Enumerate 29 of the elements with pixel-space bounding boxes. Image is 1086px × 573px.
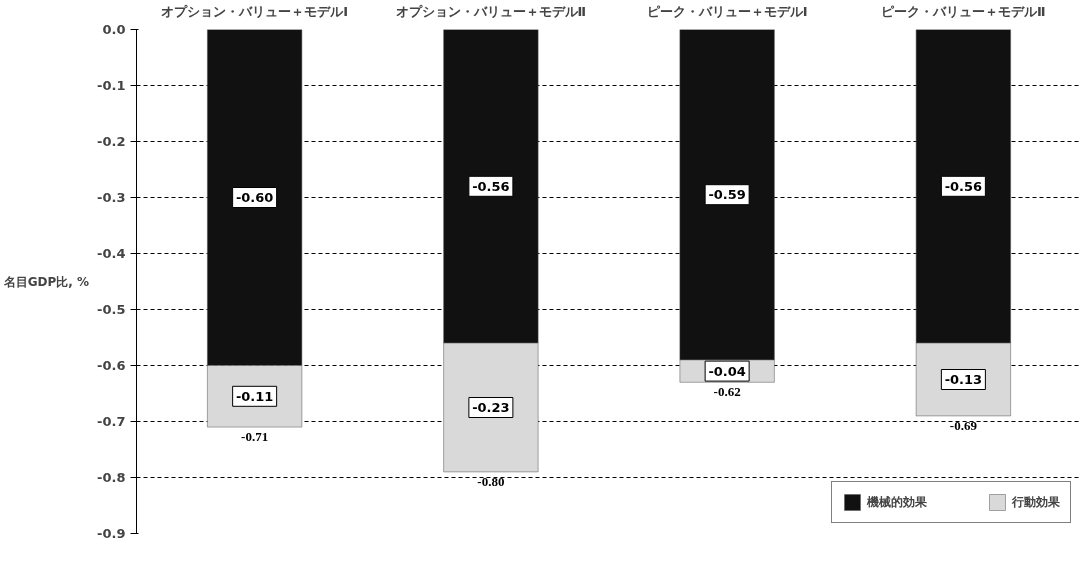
y-tick-label: -0.8 [97,470,126,485]
data-label: -0.13 [944,372,983,387]
total-label: -0.71 [241,429,269,445]
y-tick-label: -0.6 [97,358,126,373]
total-label: -0.69 [949,417,978,433]
y-tick-label: 0.0 [102,22,126,37]
x-tick-label: ピーク・バリュー＋モデルⅠ [646,3,808,19]
y-tick-label: -0.1 [97,78,126,93]
y-tick-label: -0.9 [97,526,126,541]
data-label: -0.56 [472,178,510,194]
x-tick-label: ピーク・バリュー＋モデルⅡ [881,3,1046,19]
legend-label: 機械的効果 [867,493,927,511]
total-label: -0.80 [477,473,505,489]
x-tick-label: オプション・バリュー＋モデルⅠ [161,3,349,19]
y-axis-title: 名目GDP比, % [2,274,90,289]
y-tick-label: -0.3 [97,190,126,205]
data-label: -0.59 [708,187,746,203]
y-tick-label: -0.5 [97,302,126,317]
data-label: -0.04 [708,363,746,379]
y-tick-label: -0.2 [97,134,126,149]
y-tick-label: -0.4 [97,246,126,261]
x-tick-label: オプション・バリュー＋モデルⅡ [395,3,587,19]
data-label: -0.23 [472,400,510,415]
data-label: -0.11 [235,388,274,404]
total-label: -0.62 [713,384,741,400]
y-tick-label: -0.7 [97,414,126,429]
data-label: -0.56 [944,178,983,194]
legend-label: 行動効果 [1012,493,1060,511]
data-label: -0.60 [235,190,274,205]
